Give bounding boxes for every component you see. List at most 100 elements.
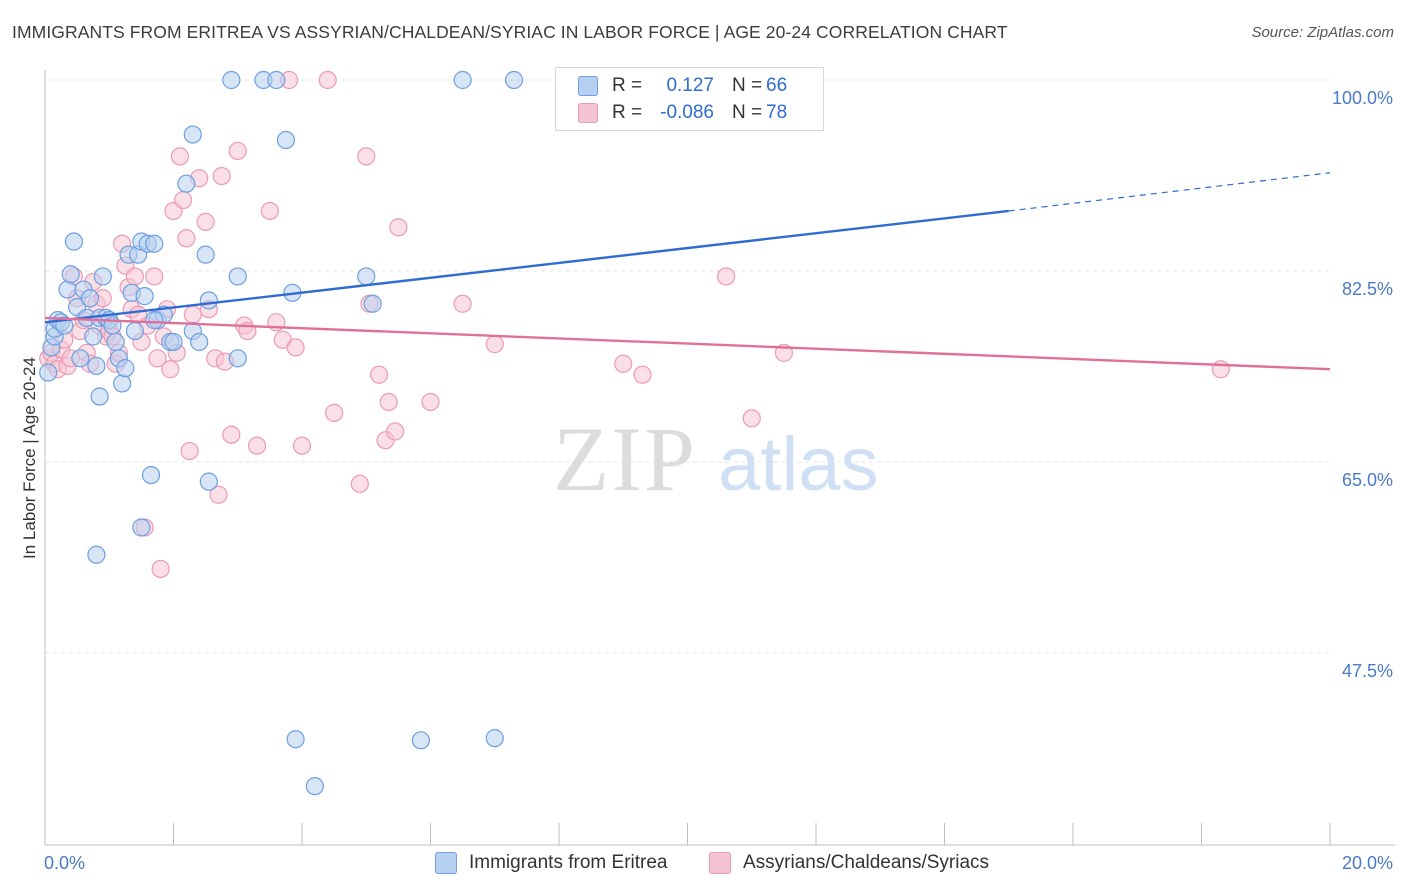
point-assyrians-37	[161, 360, 180, 379]
point-assyrians-32	[145, 267, 164, 286]
point-assyrians-33	[148, 349, 167, 368]
legend-n-value: 78	[766, 102, 788, 123]
point-assyrians-41	[174, 190, 193, 210]
point-eritrea-44	[183, 125, 202, 144]
trend-line-assyrians	[44, 316, 1331, 371]
trend-lines	[44, 172, 1331, 371]
point-assyrians-57	[260, 201, 279, 221]
legend-row-assyrians: R = -0.086 N = 78	[578, 101, 787, 125]
point-eritrea-52	[228, 349, 247, 368]
point-eritrea-39	[141, 465, 161, 485]
point-eritrea-63	[504, 70, 524, 90]
point-eritrea-49	[199, 472, 218, 491]
point-assyrians-52	[222, 425, 241, 444]
point-assyrians-63	[318, 70, 337, 90]
point-eritrea-21	[90, 387, 109, 406]
point-assyrians-73	[421, 392, 440, 412]
point-eritrea-43	[177, 174, 196, 193]
legend-label-eritrea: Immigrants from Eritrea	[469, 852, 668, 873]
point-eritrea-47	[196, 245, 215, 264]
legend-r-label: R =	[612, 75, 643, 96]
legend-swatch-assyrians	[578, 103, 598, 123]
stats-legend: R = 0.127 N = 66 R = -0.086 N = 78	[555, 67, 824, 131]
point-eritrea-40	[145, 311, 164, 330]
point-assyrians-42	[177, 229, 196, 248]
point-eritrea-33	[135, 287, 154, 306]
point-eritrea-11	[71, 349, 90, 368]
point-assyrians-68	[370, 365, 389, 384]
series-eritrea-points	[39, 70, 761, 796]
point-assyrians-27	[125, 267, 145, 286]
point-eritrea-55	[276, 130, 296, 150]
point-assyrians-79	[742, 409, 761, 428]
point-eritrea-38	[132, 518, 151, 537]
point-eritrea-16	[87, 356, 106, 376]
point-eritrea-65	[485, 729, 504, 748]
point-assyrians-76	[614, 354, 633, 373]
point-eritrea-58	[305, 777, 324, 796]
point-assyrians-46	[196, 212, 215, 231]
point-assyrians-74	[453, 294, 472, 313]
watermark-atlas: atlas	[718, 422, 879, 507]
legend-r-value: -0.086	[660, 102, 714, 123]
y-axis-label: In Labor Force | Age 20-24	[20, 357, 39, 559]
x-tick-label-max: 20.0%	[1342, 853, 1393, 873]
point-assyrians-44	[183, 305, 202, 324]
y-tick-label-0: 100.0%	[1332, 88, 1393, 108]
point-assyrians-65	[350, 474, 369, 493]
series-legend: Immigrants from Eritrea Assyrians/Chalde…	[0, 852, 1406, 878]
source-label: Source: ZipAtlas.com	[1251, 24, 1394, 41]
point-assyrians-50	[212, 166, 231, 186]
point-assyrians-71	[386, 422, 405, 441]
point-eritrea-27	[116, 359, 135, 378]
point-assyrians-56	[247, 436, 267, 455]
point-eritrea-18	[93, 267, 112, 286]
x-tick-label-min: 0.0%	[44, 853, 85, 873]
point-eritrea-57	[286, 730, 305, 749]
point-assyrians-61	[286, 338, 305, 357]
trend-line-eritrea	[44, 209, 1009, 324]
point-eritrea-0	[39, 363, 58, 382]
point-eritrea-20	[87, 545, 106, 564]
legend-swatch-eritrea	[578, 76, 598, 96]
point-eritrea-9	[64, 232, 84, 251]
legend-label-assyrians: Assyrians/Chaldeans/Syriacs	[743, 852, 990, 873]
chart-title: IMMIGRANTS FROM ERITREA VS ASSYRIAN/CHAL…	[12, 22, 1008, 42]
point-eritrea-15	[84, 327, 103, 346]
point-eritrea-35	[145, 234, 164, 253]
point-eritrea-48	[199, 291, 218, 310]
legend-r-value: 0.127	[666, 75, 714, 96]
point-eritrea-24	[106, 332, 125, 352]
legend-swatch-eritrea	[435, 852, 457, 874]
watermark-zip: ZIP	[553, 408, 697, 510]
point-eritrea-30	[125, 321, 145, 341]
point-assyrians-81	[1211, 360, 1230, 379]
point-eritrea-14	[80, 289, 100, 308]
point-eritrea-54	[267, 70, 286, 90]
point-eritrea-62	[453, 70, 472, 90]
axes	[44, 70, 1395, 846]
point-assyrians-40	[170, 147, 190, 166]
legend-n-label: N =	[732, 75, 763, 96]
point-eritrea-51	[228, 267, 247, 286]
point-eritrea-8	[61, 265, 80, 284]
point-assyrians-34	[151, 559, 170, 579]
point-assyrians-66	[357, 147, 376, 166]
point-eritrea-26	[112, 374, 132, 393]
legend-item-assyrians[interactable]: Assyrians/Chaldeans/Syriacs	[709, 852, 989, 874]
point-assyrians-77	[633, 365, 652, 384]
legend-r-label: R =	[612, 102, 643, 123]
legend-item-eritrea[interactable]: Immigrants from Eritrea	[435, 852, 667, 874]
tick-labels: 100.0% 82.5% 65.0% 47.5% 0.0% 20.0% In Labor F…	[20, 88, 1393, 873]
point-eritrea-50	[222, 70, 241, 90]
point-eritrea-60	[363, 294, 382, 313]
legend-n-label: N =	[732, 102, 763, 123]
legend-n-value: 66	[766, 75, 788, 96]
point-assyrians-78	[716, 267, 736, 286]
point-eritrea-46	[190, 332, 209, 352]
legend-swatch-assyrians	[709, 852, 731, 874]
point-eritrea-7	[58, 280, 77, 299]
point-eritrea-42	[164, 332, 183, 352]
point-assyrians-72	[389, 218, 408, 237]
